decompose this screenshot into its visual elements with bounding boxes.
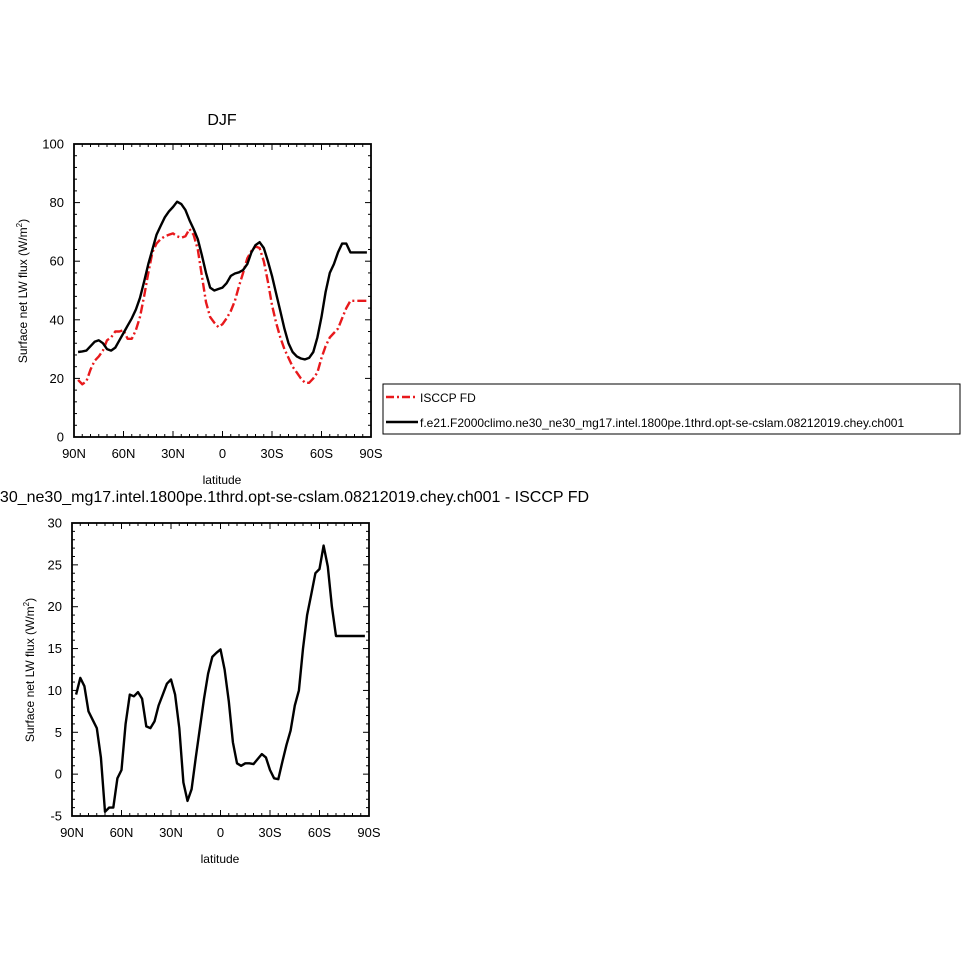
x-tick-label: 60S — [310, 446, 333, 461]
x-tick-label: 60S — [308, 825, 331, 840]
y-axis-label-sup: 2 — [15, 222, 24, 227]
bottom-panel: f.e21.F2000climo.ne30_ne30_mg17.intel.18… — [0, 489, 589, 866]
legend-box — [382, 383, 961, 435]
y-axis-label-close: ) — [16, 219, 30, 223]
y-tick-label: 5 — [55, 725, 62, 740]
bottom-plot-area: 90N 60N 30N 0 30S 60S 90S -5 0 5 10 15 20 25 30 — [48, 516, 381, 841]
y-tick-label: 100 — [42, 137, 64, 152]
series-line-difference — [74, 544, 365, 813]
series-line-isccp-fd — [77, 227, 367, 386]
y-tick-label: 80 — [50, 195, 64, 210]
y-tick-label: 15 — [48, 641, 62, 656]
plot-frame — [71, 522, 370, 817]
y-tick-label: 0 — [57, 430, 64, 445]
x-tick-label: 90N — [60, 825, 84, 840]
y-tick-label: 25 — [48, 557, 62, 572]
legend: ISCCP FD f.e21.F2000climo.ne30_ne30_mg17… — [382, 383, 961, 435]
y-tick-label: 20 — [50, 371, 64, 386]
x-tick-label: 30N — [161, 446, 185, 461]
x-tick-label: 90S — [359, 446, 382, 461]
x-tick-label: 60N — [112, 446, 136, 461]
y-axis-label-diff-sup: 2 — [22, 601, 31, 606]
y-tick-label: 60 — [50, 254, 64, 269]
x-tick-label: 90N — [62, 446, 86, 461]
x-axis-label-diff: latitude — [201, 852, 240, 866]
series-line-model — [77, 200, 367, 361]
chart-title: DJF — [207, 112, 237, 129]
chart-title-diff: f.e21.F2000climo.ne30_ne30_mg17.intel.18… — [0, 489, 589, 506]
y-tick-label: -5 — [50, 809, 62, 824]
x-tick-label: 0 — [217, 825, 224, 840]
legend-label-isccp: ISCCP FD — [420, 391, 476, 405]
y-axis-label-main: Surface net LW flux (W/m — [16, 227, 30, 363]
x-tick-label: 30S — [258, 825, 281, 840]
y-tick-label: 10 — [48, 683, 62, 698]
x-tick-label: 30S — [260, 446, 283, 461]
x-axis-label: latitude — [203, 473, 242, 487]
x-tick-label: 30N — [159, 825, 183, 840]
top-plot-area: 90N 60N 30N 0 30S 60S 90S 0 20 40 60 80 100 — [42, 137, 383, 462]
y-tick-label: 0 — [55, 767, 62, 782]
x-tick-label: 60N — [110, 825, 134, 840]
legend-label-model: f.e21.F2000climo.ne30_ne30_mg17.intel.18… — [420, 416, 904, 430]
y-axis-label-diff-close: ) — [23, 598, 37, 602]
top-panel: DJF 90N 60N 30N 0 30S 60S 90S 0 20 40 60 80 100 lati… — [15, 112, 383, 487]
y-tick-label: 40 — [50, 312, 64, 327]
y-axis-label: Surface net LW flux (W/m2) — [15, 219, 30, 363]
y-tick-label: 30 — [48, 516, 62, 531]
x-tick-label: 90S — [357, 825, 380, 840]
y-tick-label: 20 — [48, 599, 62, 614]
x-tick-label: 0 — [219, 446, 226, 461]
y-axis-label-diff: Surface net LW flux (W/m2) — [22, 598, 37, 742]
y-axis-label-diff-main: Surface net LW flux (W/m — [23, 606, 37, 742]
